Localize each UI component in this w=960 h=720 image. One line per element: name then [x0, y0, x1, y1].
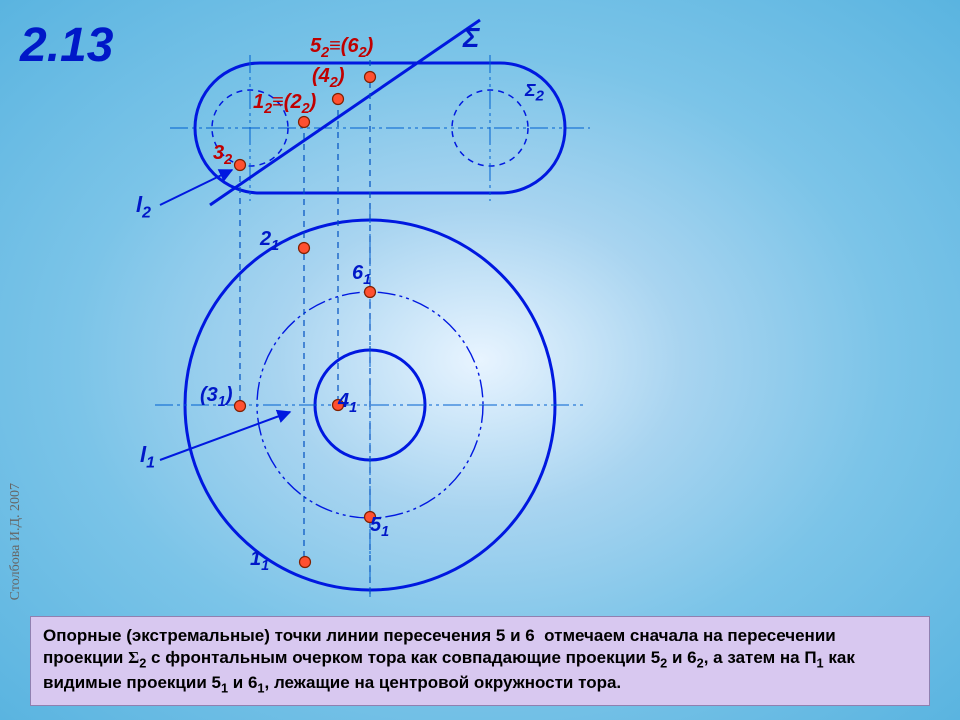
label-3_1: (31): [200, 384, 232, 410]
caption-text: Опорные (экстремальные) точки линии пере…: [30, 616, 930, 706]
geometry-diagram: [0, 0, 960, 600]
author-credit: Столбова И.Д. 2007: [8, 483, 24, 600]
sigma-label: Σ: [463, 22, 480, 54]
label-6_1: 61: [352, 262, 371, 288]
label-5_2(6_2): 52≡(62): [310, 35, 373, 61]
sigma2-label: Σ2: [525, 80, 544, 105]
l2-label: l2: [136, 192, 151, 222]
label-1_1_single: 11: [250, 548, 269, 574]
label-1_2(2_2): 12≡(22): [253, 91, 316, 117]
l2-arrow: [160, 170, 232, 205]
label-3_2: 32: [213, 142, 232, 168]
point-6_1: [365, 287, 376, 298]
point-2_1: [299, 243, 310, 254]
label-4_1: 41: [338, 390, 357, 416]
point-5_2(6_2): [365, 72, 376, 83]
label-5_1: 51: [370, 514, 389, 540]
point-3_1: [235, 401, 246, 412]
point-(4_2): [333, 94, 344, 105]
point-1_1_single: [300, 557, 311, 568]
l1-label: l1: [140, 442, 155, 472]
l1-arrow: [160, 412, 290, 460]
label-(4_2): (42): [312, 65, 344, 91]
point-3_2: [235, 160, 246, 171]
point-1_2(2_2): [299, 117, 310, 128]
label-2_1: 21: [260, 228, 279, 254]
